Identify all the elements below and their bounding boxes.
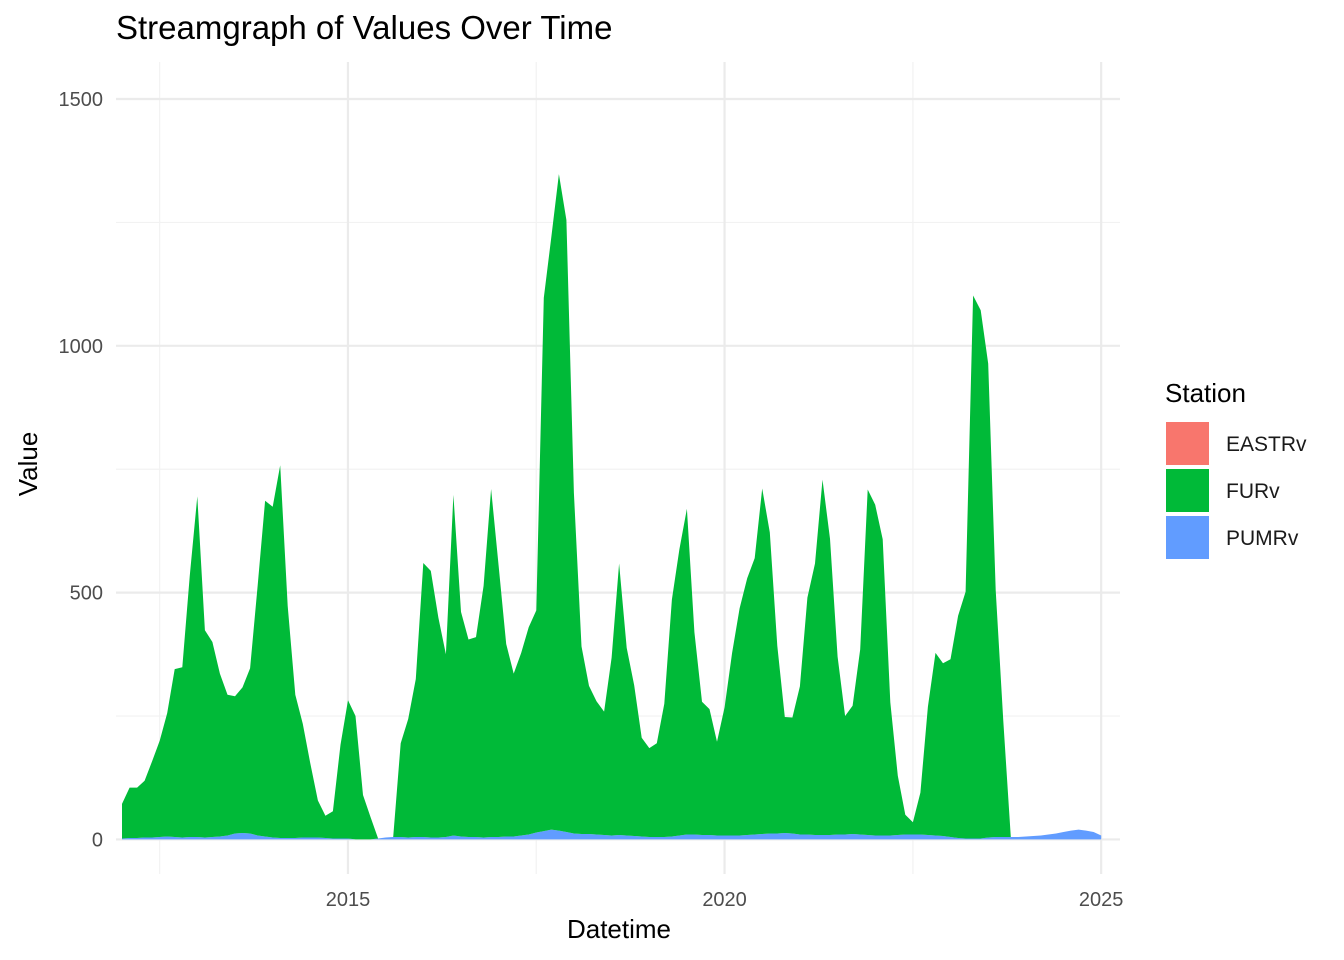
y-axis-tick-labels: 0 500 1000 1500: [59, 89, 104, 851]
x-axis-title: Datetime: [567, 914, 671, 944]
x-tick-label: 2025: [1079, 889, 1124, 911]
legend-key-furv: [1166, 469, 1209, 512]
legend-label-furv: FURv: [1226, 480, 1280, 503]
y-tick-label: 0: [92, 829, 103, 851]
x-axis-tick-labels: 2015 2020 2025: [326, 889, 1124, 911]
x-tick-label: 2015: [326, 889, 371, 911]
area-pumrv: [122, 829, 1102, 840]
legend-key-pumrv: [1166, 516, 1209, 559]
y-tick-label: 1500: [59, 89, 104, 111]
y-tick-label: 500: [70, 583, 103, 605]
y-axis-title: Value: [13, 432, 43, 497]
x-tick-label: 2020: [702, 889, 747, 911]
stream-areas: [122, 174, 1102, 840]
area-furv: [122, 174, 1102, 840]
legend: Station EASTRv FURv PUMRv: [1165, 378, 1307, 559]
legend-key-eastrv: [1166, 422, 1209, 465]
legend-title: Station: [1165, 378, 1246, 408]
chart-title: Streamgraph of Values Over Time: [116, 9, 612, 46]
y-tick-label: 1000: [59, 336, 104, 358]
legend-label-pumrv: PUMRv: [1226, 527, 1299, 550]
legend-label-eastrv: EASTRv: [1226, 433, 1307, 456]
grid-lines: [116, 62, 1120, 874]
